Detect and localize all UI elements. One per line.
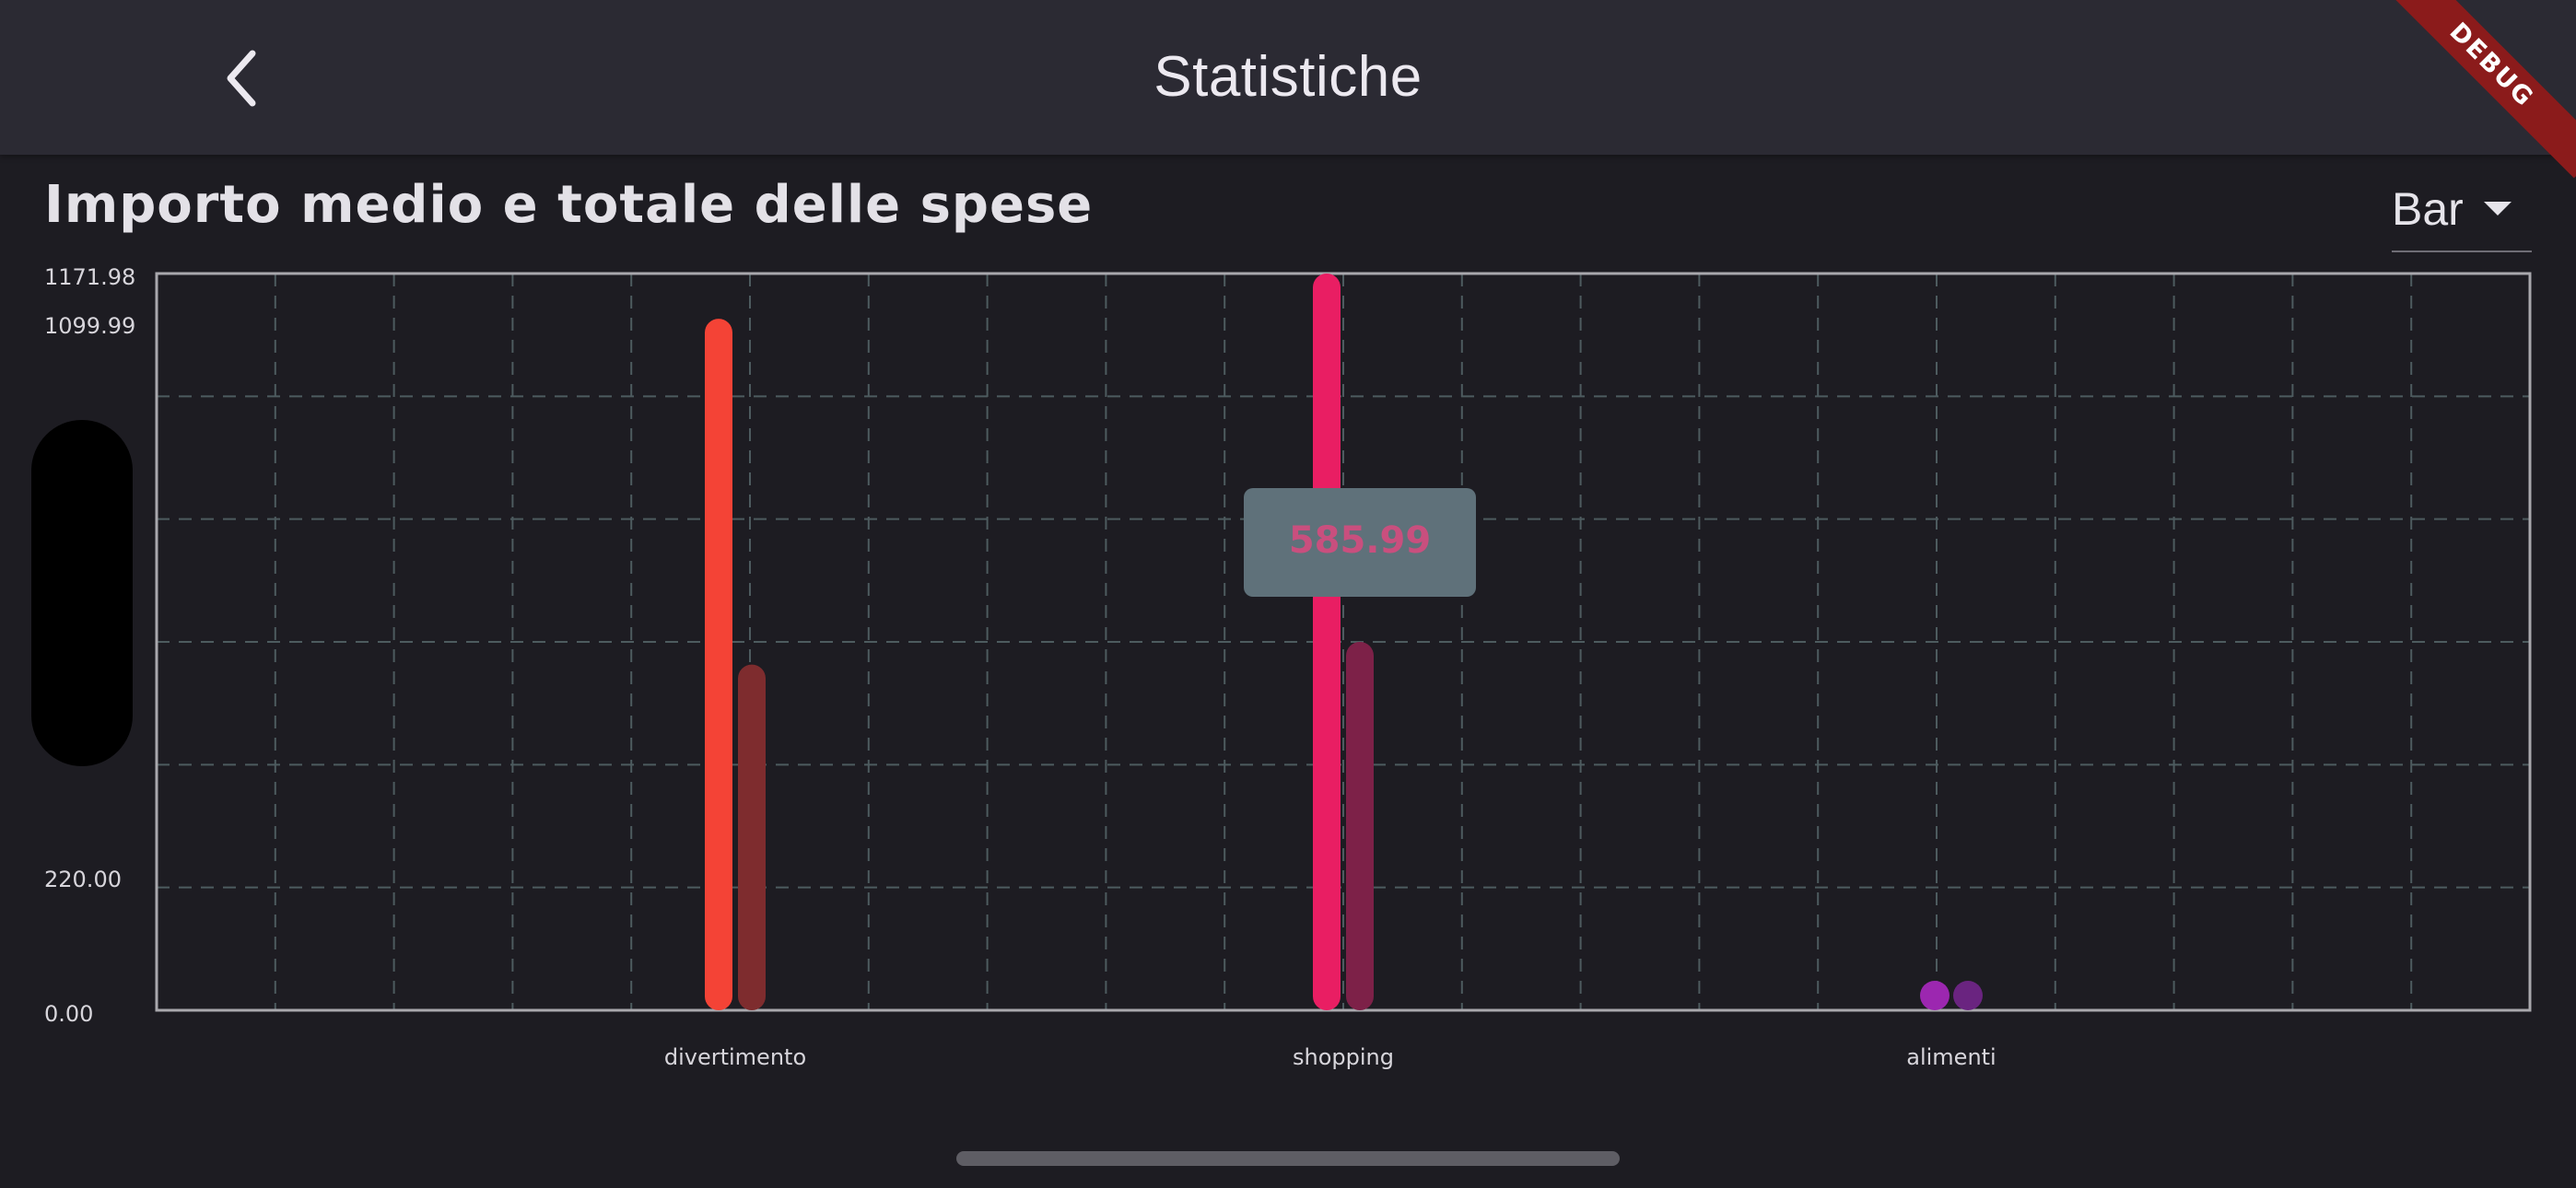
bar-medio-shopping[interactable] [1346, 642, 1374, 1010]
bar-medio-divertimento[interactable] [738, 664, 766, 1010]
bar-medio-alimenti[interactable] [1953, 981, 1983, 1010]
triangle-down-icon [2484, 202, 2512, 215]
side-overlay-pill [31, 420, 133, 766]
y-tick-label: 0.00 [44, 1001, 93, 1027]
bar-totale-alimenti[interactable] [1920, 981, 1950, 1010]
y-tick-label: 1171.98 [44, 264, 135, 290]
x-category-label: alimenti [1906, 1044, 1996, 1070]
x-category-label: divertimento [664, 1044, 806, 1070]
chart-type-dropdown[interactable]: Bar [2392, 175, 2532, 252]
page-title: Statistiche [1153, 45, 1423, 109]
bar-totale-divertimento[interactable] [705, 319, 732, 1011]
y-tick-label: 220.00 [44, 867, 122, 892]
chart-border [155, 272, 2532, 1012]
chart-title: Importo medio e totale delle spese [44, 175, 1094, 235]
chevron-left-icon [227, 50, 256, 107]
tooltip-value: 585.99 [1289, 519, 1431, 562]
home-indicator[interactable] [956, 1151, 1620, 1166]
chart-type-value: Bar [2392, 183, 2464, 235]
bar-totale-shopping[interactable] [1313, 274, 1341, 1010]
tooltip-box [1244, 488, 1476, 597]
y-tick-label: 1099.99 [44, 313, 135, 339]
back-button[interactable] [205, 37, 287, 120]
x-category-label: shopping [1293, 1044, 1394, 1070]
app-bar: Statistiche [0, 0, 2576, 155]
